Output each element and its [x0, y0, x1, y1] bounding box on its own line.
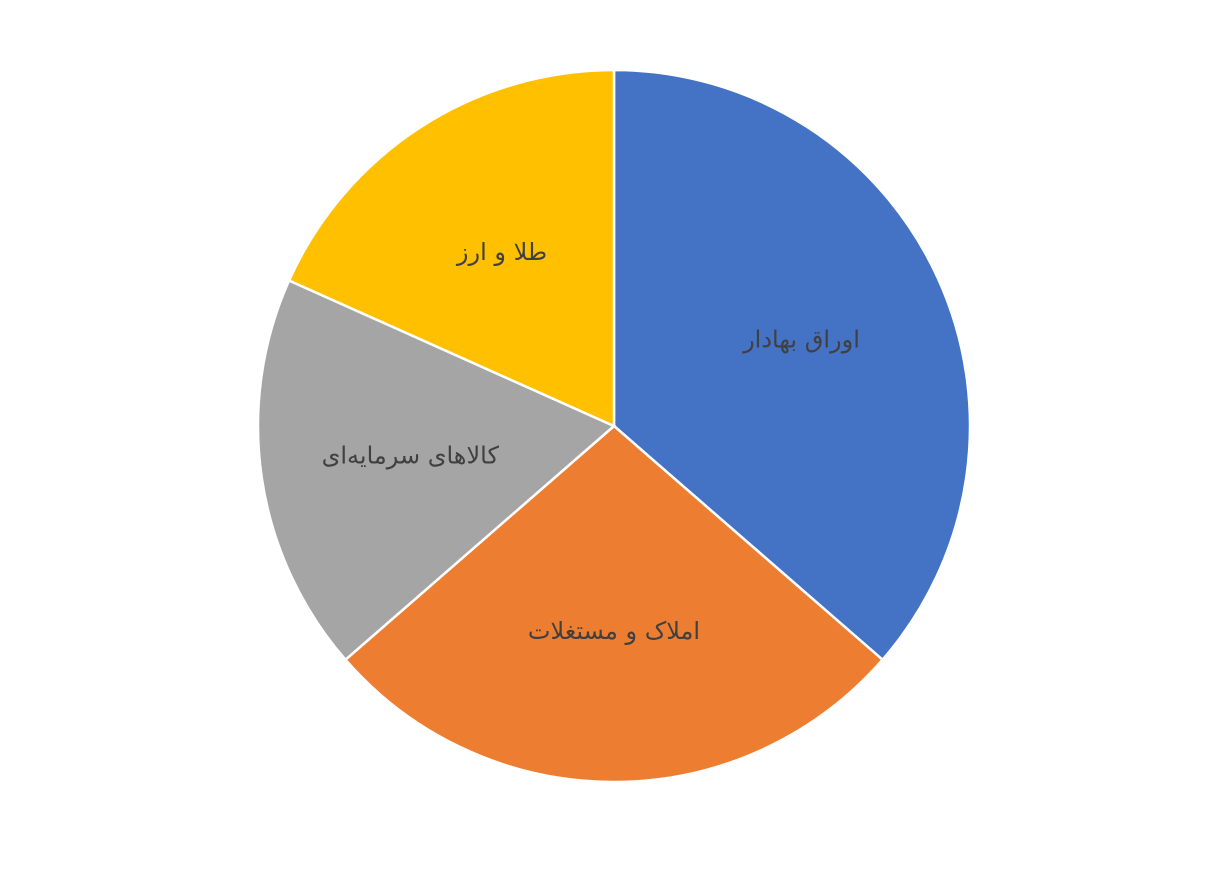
pie-slice-3: [287, 68, 616, 428]
slice-label-0: اوراق بهادار: [742, 326, 860, 354]
slice-label-2: کالاهای سرمایه‌ای: [322, 441, 500, 469]
slice-label-1: املاک و مستغلات: [528, 617, 700, 645]
pie-slice-0: [612, 68, 972, 662]
slice-label-3: طلا و ارز: [456, 238, 547, 266]
pie-slice-1: [343, 424, 885, 784]
pie-slice-2: [256, 278, 617, 662]
